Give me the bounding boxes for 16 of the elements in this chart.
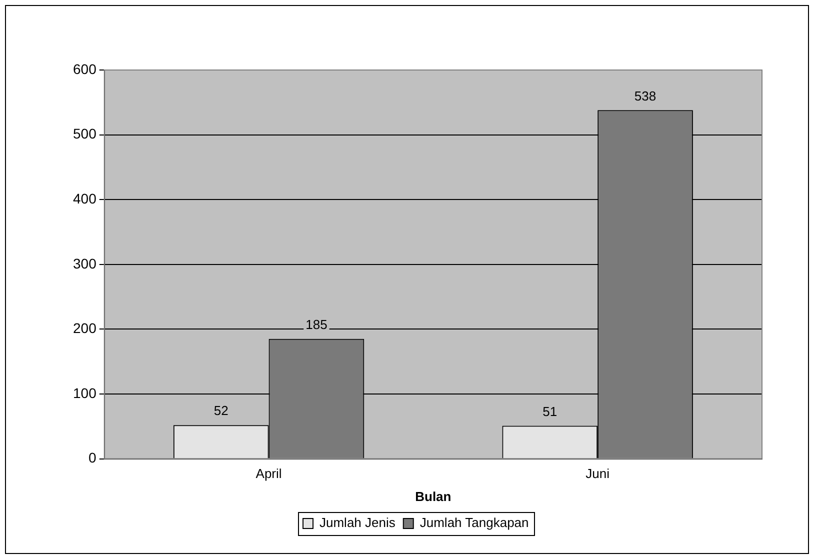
x-tick-label: April: [256, 466, 282, 482]
x-tick-label: Juni: [586, 466, 610, 482]
legend-label: Jumlah Tangkapan: [420, 515, 529, 530]
y-tick-label: 0: [88, 450, 97, 466]
legend-label: Jumlah Jenis: [320, 515, 396, 530]
y-tick-label: 100: [73, 384, 97, 401]
y-tick-label: 600: [73, 60, 97, 77]
x-axis-title: Bulan: [415, 488, 452, 504]
data-label: 51: [542, 404, 558, 419]
y-tick-label: 300: [73, 255, 97, 272]
y-tick-label: 400: [73, 190, 97, 206]
y-tick-label: 200: [73, 320, 97, 336]
data-label: 185: [306, 317, 328, 332]
y-tick-label: 500: [73, 126, 97, 142]
data-label: 52: [214, 403, 228, 418]
data-label: 538: [634, 88, 656, 104]
